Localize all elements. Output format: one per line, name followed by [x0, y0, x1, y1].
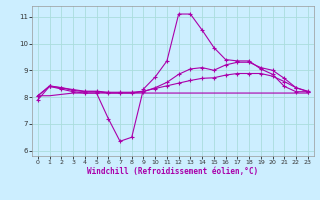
X-axis label: Windchill (Refroidissement éolien,°C): Windchill (Refroidissement éolien,°C)	[87, 167, 258, 176]
